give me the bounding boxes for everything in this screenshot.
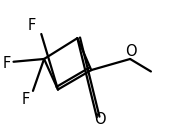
Text: F: F [22, 92, 30, 107]
Text: F: F [3, 56, 11, 71]
Text: O: O [125, 44, 137, 59]
Text: F: F [27, 18, 36, 33]
Text: O: O [94, 112, 105, 127]
